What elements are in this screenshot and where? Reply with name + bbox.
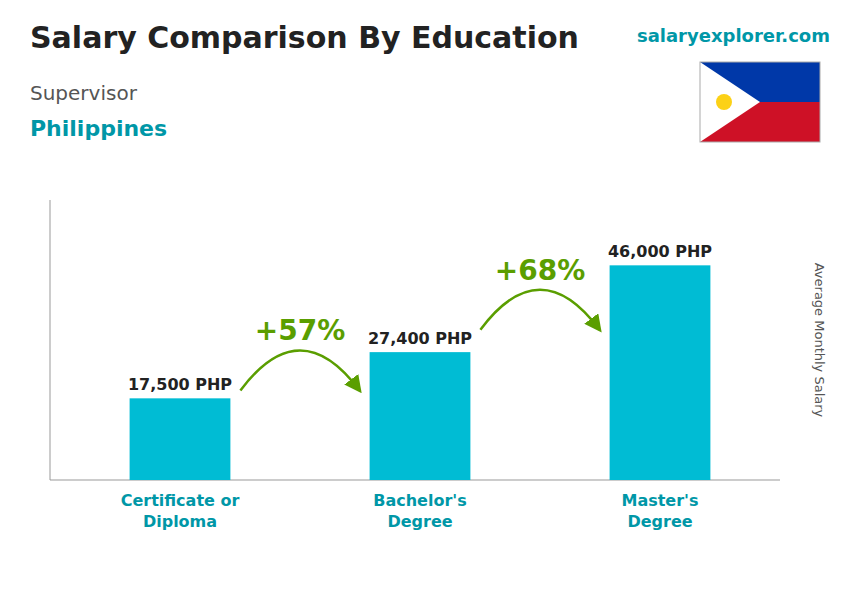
subtitle: Supervisor <box>30 81 138 105</box>
branding: salaryexplorer.com <box>637 25 830 46</box>
title: Salary Comparison By Education <box>30 20 579 55</box>
flag-triangle <box>700 62 760 142</box>
chart-container: Salary Comparison By Education Supervisor… <box>0 0 850 606</box>
x-tick-label-line: Bachelor's <box>373 491 467 510</box>
x-tick-label-line: Certificate or <box>121 491 240 510</box>
flag <box>700 62 820 142</box>
bar <box>610 265 711 480</box>
annotation-arrow <box>480 290 599 330</box>
y-axis-line <box>50 200 51 480</box>
x-tick-label-line: Master's <box>621 491 698 510</box>
flag-border <box>700 62 820 142</box>
data-label: 17,500 PHP <box>128 375 232 394</box>
bar <box>130 398 231 480</box>
subtitle: Philippines <box>30 116 167 141</box>
x-tick-label: Bachelor's Degree <box>373 491 467 531</box>
x-tick-label-line: Diploma <box>143 512 217 531</box>
bars <box>130 265 711 480</box>
flag-sun <box>716 94 732 110</box>
x-tick-label-line: Degree <box>387 512 452 531</box>
x-tick-label: Certificate or Diploma <box>121 491 240 531</box>
x-tick-label-line: Degree <box>627 512 692 531</box>
annotation: +57% <box>255 314 345 347</box>
annotation-arrow <box>240 350 359 390</box>
page: {"chart_data": { "type": "bar", "title":… <box>0 0 850 606</box>
chart-svg: Salary Comparison By Education Supervisor… <box>0 0 850 606</box>
annotation: +68% <box>495 254 585 287</box>
data-label: 27,400 PHP <box>368 329 472 348</box>
x-tick-label: Master's Degree <box>621 491 698 531</box>
bar <box>370 352 471 480</box>
data-label: 46,000 PHP <box>608 242 712 261</box>
y-axis-label: Average Monthly Salary <box>812 263 827 418</box>
